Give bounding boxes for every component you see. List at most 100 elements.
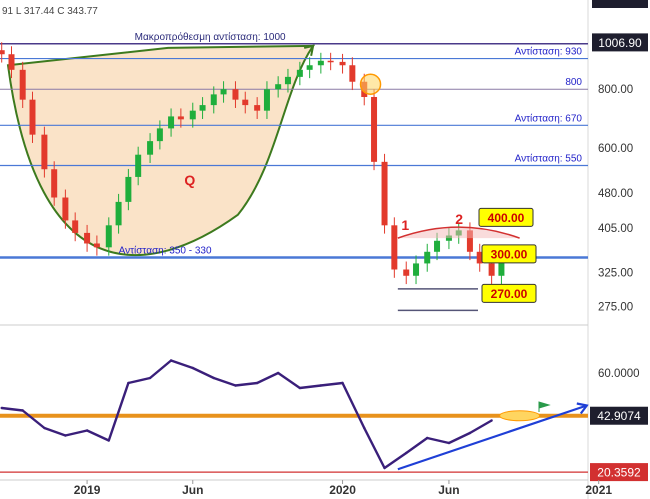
candle-body — [62, 197, 69, 221]
top-price-badge — [592, 0, 648, 8]
oscillator-low-badge-bg — [590, 463, 648, 482]
candle-body — [445, 235, 452, 241]
highlight-circle — [359, 73, 382, 95]
long-resistance-label: Μακροπρόθεσμη αντίσταση: 1000 — [135, 31, 286, 43]
price-tick-3: 405.00 — [598, 223, 633, 235]
oscillator-point — [298, 386, 302, 390]
candle-body — [189, 110, 196, 120]
price-tick-5: 275.00 — [598, 302, 633, 314]
candle-body — [424, 251, 431, 264]
candle-body — [84, 232, 91, 244]
oscillator-point — [490, 419, 493, 422]
candle-body — [306, 65, 313, 70]
oscillator-tick-60: 60.0000 — [598, 368, 640, 380]
peak-2-label: 2 — [455, 211, 463, 227]
oscillator-point — [43, 426, 46, 430]
candle-body — [413, 263, 420, 276]
callout-300-text: 300.00 — [491, 247, 528, 261]
oscillator-point — [405, 451, 408, 455]
candle-body — [125, 176, 132, 202]
candle-body — [434, 240, 441, 252]
price-axis-ticks: 800.00 600.00 480.00 405.00 325.00 275.00 — [598, 84, 633, 313]
candle-body — [498, 261, 505, 276]
candle-body — [317, 60, 324, 66]
callout-270-text: 270.00 — [491, 287, 528, 301]
time-tick-2: 2020 — [329, 483, 356, 497]
candle-body — [466, 230, 473, 252]
time-tick-1: Jun — [182, 483, 203, 497]
callout-300-box — [481, 244, 537, 264]
time-axis-ticks: 2019 Jun 2020 Jun 2021 — [0, 479, 612, 497]
resistance-350-330-label: Αντίσταση: 350 - 330 — [119, 245, 212, 257]
oscillator-point — [127, 381, 130, 385]
time-tick-4: 2021 — [585, 483, 612, 497]
oscillator-point — [468, 431, 472, 435]
oscillator-level-badge: 42.9074 — [597, 409, 641, 423]
double-top-arc — [397, 226, 520, 239]
oscillator-point — [169, 359, 173, 362]
oscillator-point — [341, 381, 344, 385]
candle-body — [105, 225, 112, 248]
oscillator-point — [234, 384, 237, 387]
candle-body — [391, 225, 398, 270]
candle-body — [156, 128, 163, 142]
oscillator-axis-ticks: 60.0000 42.9074 20.3592 — [590, 368, 648, 482]
price-tick-4: 325.00 — [598, 268, 633, 280]
candle-body — [177, 116, 184, 120]
resistance-930-label: Αντίσταση: 930 — [515, 46, 583, 58]
price-tick-1: 600.00 — [598, 143, 633, 155]
candle-body — [220, 89, 227, 95]
candle-body — [327, 60, 334, 63]
oscillator-low-badge: 20.3592 — [597, 466, 641, 480]
oscillator-point — [363, 426, 366, 430]
candle-body — [115, 201, 122, 226]
oscillator-highlight — [499, 410, 541, 422]
oscillator-level-badge-bg — [590, 406, 648, 425]
oscillator-point — [383, 466, 386, 470]
candle-body — [0, 50, 5, 55]
cup-arrow — [303, 44, 315, 57]
oscillator-point — [447, 441, 451, 445]
oscillator-point — [0, 406, 3, 410]
time-tick-3: Jun — [438, 483, 459, 497]
oscillator-line-group — [0, 359, 589, 471]
candle-body — [349, 65, 356, 82]
candle-body — [403, 269, 410, 276]
candle-body — [254, 105, 261, 111]
candle-body — [168, 116, 175, 129]
ohlc-readout: 91 L 317.44 C 343.77 — [2, 6, 98, 17]
candle-body — [41, 134, 48, 170]
oscillator-point — [276, 371, 280, 375]
callout-400-text: 400.00 — [488, 211, 525, 225]
resistance-550-label: Αντίσταση: 550 — [515, 153, 583, 165]
trend-arrow-head — [576, 402, 589, 415]
callout-270-box — [481, 283, 537, 303]
flag-icon — [538, 401, 551, 412]
candle-body — [199, 105, 206, 111]
resistance-670-label: Αντίσταση: 670 — [515, 112, 583, 124]
time-tick-0: 2019 — [74, 483, 101, 497]
peak-1-label: 1 — [401, 217, 409, 233]
oscillator-point — [319, 384, 323, 387]
oscillator-point — [426, 436, 429, 440]
candle-body — [232, 89, 239, 100]
oscillator-point — [212, 376, 215, 380]
candle-body — [93, 243, 100, 248]
price-overlays: 1 2 400.00 300.00 270.00 1006.90 — [359, 33, 648, 312]
candle-body — [476, 251, 483, 264]
candle-body — [371, 97, 378, 162]
cup-label: Q — [184, 172, 195, 188]
price-tick-2: 480.00 — [598, 188, 633, 200]
oscillator-point — [255, 381, 259, 385]
candle-body — [296, 69, 303, 77]
candle-body — [72, 220, 79, 233]
trend-arrow-line — [397, 404, 588, 471]
candle-body — [51, 169, 58, 198]
candle-body — [275, 84, 282, 90]
price-badge-bg — [592, 33, 648, 52]
candle-body — [488, 263, 495, 276]
oscillator-point — [107, 439, 110, 442]
resistance-800-label: 800 — [565, 77, 582, 88]
oscillator-point — [148, 376, 152, 380]
